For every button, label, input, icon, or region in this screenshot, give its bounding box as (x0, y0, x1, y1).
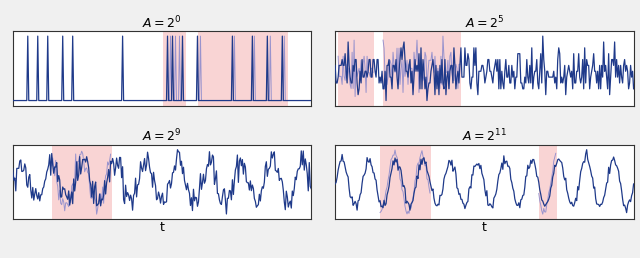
Bar (383, 31, 461, 106)
Bar (163, 31, 186, 106)
X-axis label: t: t (159, 221, 164, 234)
Bar (539, 144, 557, 219)
X-axis label: t: t (482, 221, 487, 234)
Title: $A = 2^{9}$: $A = 2^{9}$ (142, 128, 182, 145)
Bar (52, 144, 111, 219)
Title: $A = 2^{5}$: $A = 2^{5}$ (465, 14, 504, 31)
Title: $A = 2^{11}$: $A = 2^{11}$ (462, 128, 507, 145)
Title: $A = 2^{0}$: $A = 2^{0}$ (142, 14, 182, 31)
Bar (380, 144, 431, 219)
Bar (198, 31, 288, 106)
Bar (338, 31, 374, 106)
